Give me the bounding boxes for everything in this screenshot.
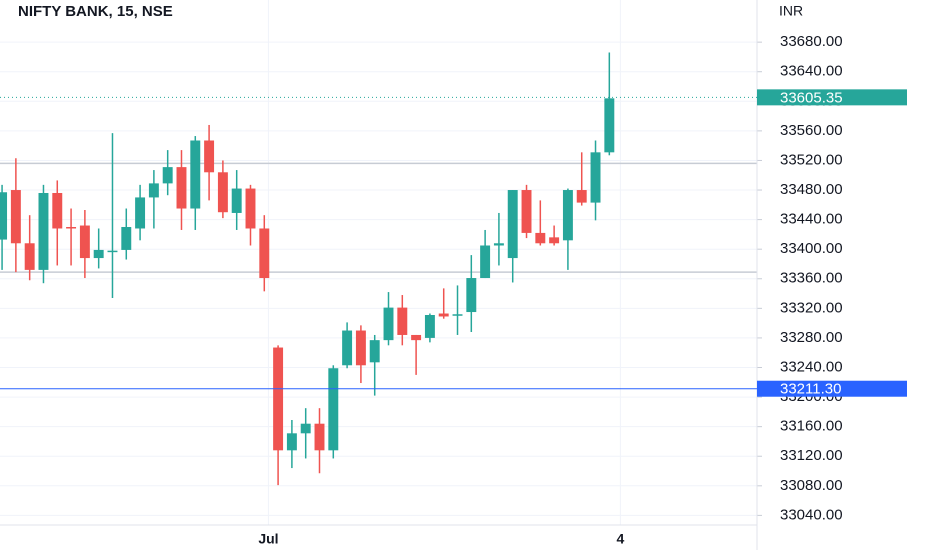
candle-body bbox=[231, 188, 242, 213]
price-badge-label: 33211.30 bbox=[780, 381, 841, 398]
candle-body bbox=[590, 152, 601, 203]
candle-body bbox=[79, 225, 90, 259]
candle-body bbox=[493, 243, 504, 246]
candle-body bbox=[466, 278, 477, 313]
candle-body bbox=[245, 188, 256, 229]
y-tick-label: 33480.00 bbox=[780, 181, 843, 198]
candle-body bbox=[355, 330, 366, 366]
candle-body bbox=[328, 368, 339, 451]
candle-body bbox=[576, 190, 587, 203]
candle-body bbox=[135, 197, 146, 229]
candle-body bbox=[424, 315, 435, 338]
candle-body bbox=[507, 190, 518, 259]
y-tick-label: 33560.00 bbox=[780, 122, 843, 139]
candle-body bbox=[549, 237, 560, 244]
y-tick-label: 33160.00 bbox=[780, 418, 843, 435]
price-badge bbox=[757, 380, 907, 397]
y-tick-label: 33680.00 bbox=[780, 33, 843, 50]
candle-body bbox=[411, 334, 422, 341]
x-tick-label: 4 bbox=[616, 531, 624, 547]
candle-body bbox=[397, 307, 408, 335]
candle-body bbox=[38, 192, 49, 270]
candle-body bbox=[480, 245, 491, 279]
y-tick-label: 33360.00 bbox=[780, 270, 843, 287]
candle-body bbox=[562, 190, 573, 241]
candle-body bbox=[383, 307, 394, 341]
price-badge bbox=[757, 89, 907, 106]
candle-body bbox=[273, 347, 284, 451]
candle-body bbox=[286, 433, 297, 451]
candle-body bbox=[314, 423, 325, 451]
candle-body bbox=[162, 167, 173, 184]
x-tick-label: Jul bbox=[258, 531, 278, 547]
candle-body bbox=[217, 172, 228, 213]
y-tick-label: 33080.00 bbox=[780, 477, 843, 494]
candle-body bbox=[24, 243, 35, 270]
chart-title: NIFTY BANK, 15, NSE bbox=[18, 3, 173, 20]
y-tick-label: 33040.00 bbox=[780, 506, 843, 523]
candle-body bbox=[300, 423, 311, 434]
candle-body bbox=[10, 190, 21, 244]
candle-body bbox=[452, 314, 463, 316]
candle-body bbox=[121, 227, 132, 250]
y-tick-label: 33520.00 bbox=[780, 151, 843, 168]
price-badge-label: 33605.35 bbox=[780, 89, 843, 106]
candle-body bbox=[0, 192, 8, 240]
candle-body bbox=[52, 192, 63, 229]
y-tick-label: 33120.00 bbox=[780, 447, 843, 464]
candle-body bbox=[190, 140, 201, 209]
candle-body bbox=[259, 228, 270, 279]
candle-body bbox=[535, 232, 546, 244]
candle-body bbox=[438, 313, 449, 317]
y-tick-label: 33240.00 bbox=[780, 358, 843, 375]
y-tick-label: 33400.00 bbox=[780, 240, 843, 257]
y-tick-label: 33640.00 bbox=[780, 63, 843, 80]
candle-body bbox=[604, 98, 615, 153]
candle-body bbox=[342, 330, 353, 366]
candle-body bbox=[204, 140, 215, 173]
candle-body bbox=[66, 227, 77, 229]
candle-body bbox=[176, 167, 187, 209]
y-tick-label: 33440.00 bbox=[780, 211, 843, 228]
candle-body bbox=[148, 183, 159, 198]
currency-label: INR bbox=[779, 3, 803, 19]
candle-body bbox=[369, 340, 380, 363]
candle-body bbox=[107, 250, 118, 253]
y-tick-label: 33280.00 bbox=[780, 329, 843, 346]
candle-body bbox=[521, 190, 532, 233]
y-tick-label: 33320.00 bbox=[780, 299, 843, 316]
candle-body bbox=[93, 249, 104, 259]
